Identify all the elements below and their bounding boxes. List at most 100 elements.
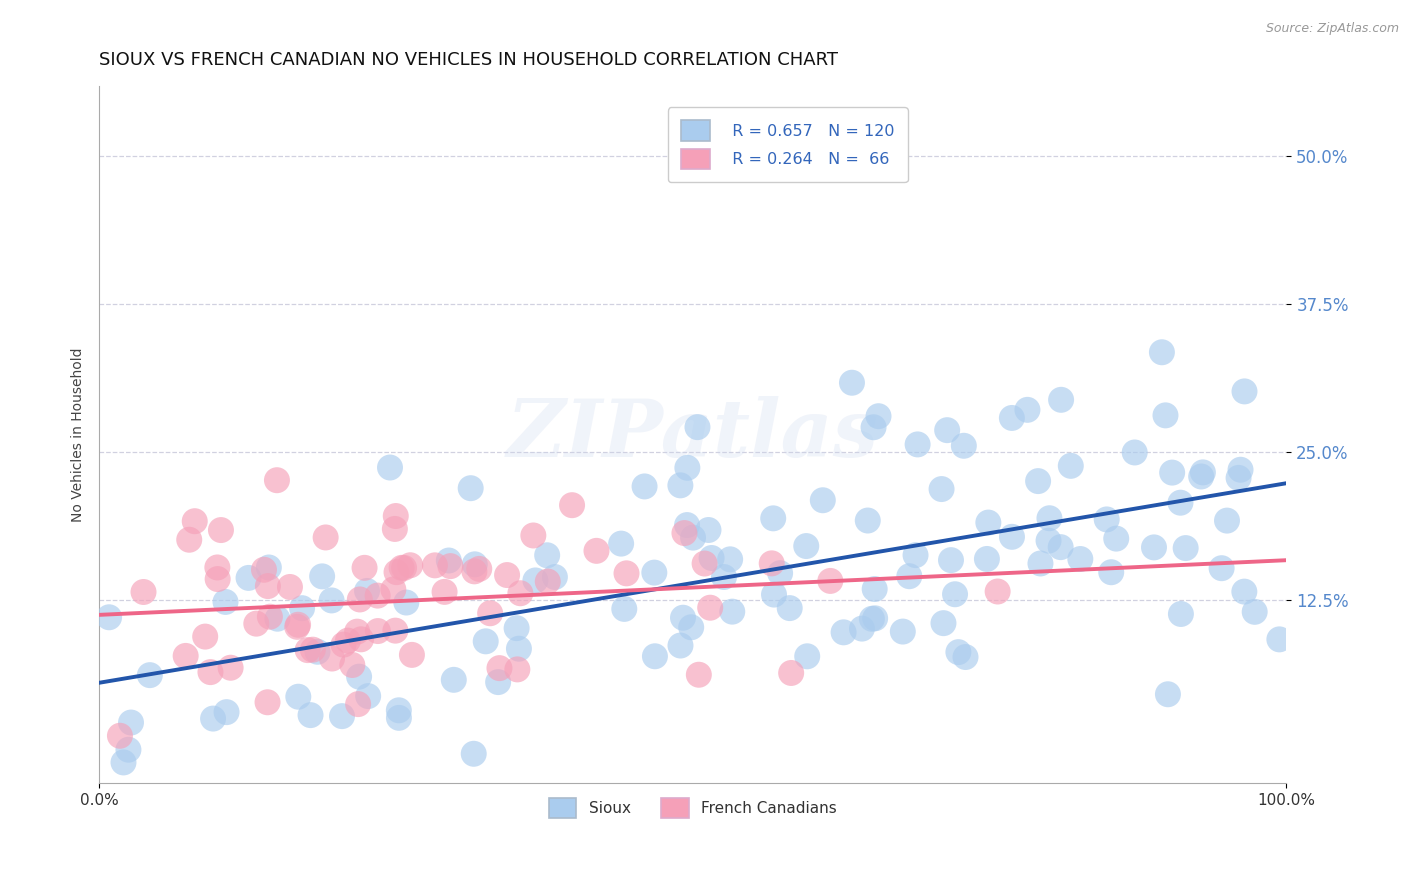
Point — [392, 561, 415, 575]
Point — [384, 624, 406, 638]
Point — [439, 559, 461, 574]
Point — [1154, 409, 1177, 423]
Point — [219, 661, 242, 675]
Point — [401, 648, 423, 662]
Point — [936, 423, 959, 437]
Point — [238, 571, 260, 585]
Point — [207, 560, 229, 574]
Point — [1050, 392, 1073, 407]
Point — [287, 690, 309, 704]
Point — [315, 531, 337, 545]
Point — [1069, 552, 1091, 566]
Point — [1060, 458, 1083, 473]
Point — [321, 651, 343, 665]
Point — [1189, 469, 1212, 483]
Point — [585, 544, 607, 558]
Point — [356, 583, 378, 598]
Point — [898, 569, 921, 583]
Point — [1211, 561, 1233, 575]
Point — [357, 689, 380, 703]
Point — [1049, 540, 1071, 554]
Point — [287, 617, 309, 632]
Point — [437, 553, 460, 567]
Point — [486, 675, 509, 690]
Point — [1001, 411, 1024, 425]
Point — [285, 620, 308, 634]
Point — [291, 601, 314, 615]
Point — [384, 522, 406, 536]
Point — [811, 493, 834, 508]
Point — [780, 665, 803, 680]
Point — [669, 639, 692, 653]
Point — [676, 460, 699, 475]
Point — [1233, 584, 1256, 599]
Point — [395, 595, 418, 609]
Point — [713, 570, 735, 584]
Point — [953, 439, 976, 453]
Point — [676, 518, 699, 533]
Point — [1038, 511, 1060, 525]
Point — [682, 531, 704, 545]
Point — [1095, 512, 1118, 526]
Point — [174, 648, 197, 663]
Point — [851, 622, 873, 636]
Point — [367, 589, 389, 603]
Point — [321, 593, 343, 607]
Point — [257, 579, 280, 593]
Point — [868, 409, 890, 424]
Point — [112, 756, 135, 770]
Point — [1105, 532, 1128, 546]
Point — [349, 592, 371, 607]
Point — [463, 747, 485, 761]
Point — [350, 632, 373, 647]
Point — [681, 620, 703, 634]
Point — [761, 557, 783, 571]
Point — [460, 481, 482, 495]
Point — [132, 585, 155, 599]
Point — [384, 509, 406, 524]
Point — [1229, 463, 1251, 477]
Point — [1123, 445, 1146, 459]
Point — [506, 662, 529, 676]
Point — [433, 585, 456, 599]
Point — [1233, 384, 1256, 399]
Point — [474, 634, 496, 648]
Point — [1174, 541, 1197, 555]
Point — [307, 645, 329, 659]
Text: Source: ZipAtlas.com: Source: ZipAtlas.com — [1265, 22, 1399, 36]
Point — [1227, 471, 1250, 485]
Point — [464, 558, 486, 572]
Point — [385, 565, 408, 579]
Point — [718, 552, 741, 566]
Point — [891, 624, 914, 639]
Point — [697, 523, 720, 537]
Point — [184, 514, 207, 528]
Y-axis label: No Vehicles in Household: No Vehicles in Household — [72, 347, 86, 522]
Point — [209, 523, 232, 537]
Point — [1216, 514, 1239, 528]
Point — [382, 582, 405, 597]
Point — [1243, 605, 1265, 619]
Point — [353, 561, 375, 575]
Point — [207, 572, 229, 586]
Point — [863, 611, 886, 625]
Point — [266, 612, 288, 626]
Point — [259, 609, 281, 624]
Point — [643, 566, 665, 580]
Point — [633, 479, 655, 493]
Point — [257, 560, 280, 574]
Point — [841, 376, 863, 390]
Point — [700, 551, 723, 566]
Point — [488, 661, 510, 675]
Point — [332, 638, 354, 652]
Point — [832, 625, 855, 640]
Point — [863, 582, 886, 596]
Point — [672, 611, 695, 625]
Point — [139, 668, 162, 682]
Point — [686, 420, 709, 434]
Point — [299, 708, 322, 723]
Point — [423, 558, 446, 573]
Point — [245, 616, 267, 631]
Point — [311, 569, 333, 583]
Point — [522, 528, 544, 542]
